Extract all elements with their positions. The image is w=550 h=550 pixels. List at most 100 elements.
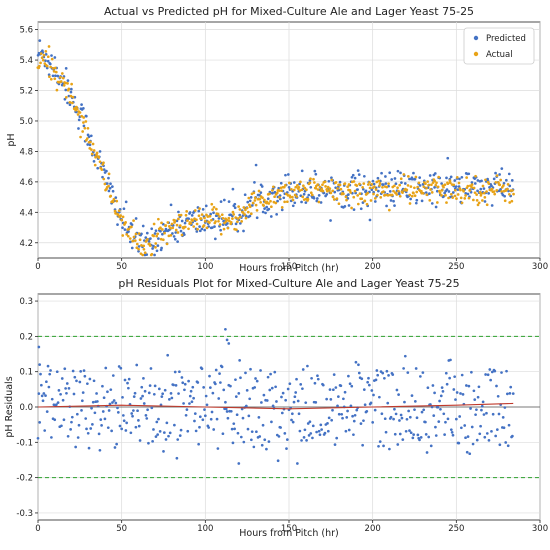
- point-actual: [497, 181, 500, 184]
- point-actual: [343, 182, 347, 185]
- point-residual: [305, 439, 308, 442]
- point-actual: [498, 183, 502, 187]
- point-residual: [135, 363, 139, 367]
- point-residual: [217, 397, 221, 400]
- point-actual: [447, 196, 450, 200]
- point-residual: [91, 422, 94, 426]
- point-actual: [353, 189, 357, 193]
- point-predicted: [350, 175, 354, 179]
- point-actual: [82, 116, 86, 119]
- point-actual: [321, 189, 325, 193]
- point-residual: [252, 445, 256, 449]
- point-actual: [218, 223, 222, 226]
- point-residual: [398, 432, 402, 436]
- actual-vs-predicted-chart: Actual vs Predicted pH for Mixed-Culture…: [6, 5, 548, 274]
- point-actual: [48, 75, 51, 79]
- point-residual: [454, 398, 457, 401]
- point-actual: [459, 188, 462, 192]
- point-actual: [342, 192, 345, 196]
- point-actual: [331, 189, 335, 193]
- point-residual: [132, 395, 136, 398]
- point-actual: [289, 195, 292, 199]
- point-residual: [53, 418, 57, 422]
- point-residual: [285, 438, 289, 441]
- point-predicted: [470, 181, 474, 184]
- point-actual: [378, 184, 381, 187]
- y-tick-label: -0.2: [16, 474, 33, 484]
- point-residual: [375, 369, 379, 372]
- point-residual: [140, 385, 144, 389]
- point-actual: [125, 233, 129, 236]
- point-actual: [186, 219, 189, 222]
- point-residual: [308, 420, 312, 424]
- y-tick-label: 0.1: [19, 368, 33, 378]
- point-residual: [250, 438, 253, 442]
- point-actual: [174, 228, 178, 232]
- point-predicted: [92, 159, 96, 163]
- point-actual: [117, 209, 121, 213]
- point-residual: [86, 382, 89, 386]
- point-actual: [299, 180, 302, 184]
- point-actual: [297, 185, 301, 189]
- y-tick-label: 5.4: [19, 56, 33, 66]
- point-residual: [192, 396, 195, 400]
- point-actual: [192, 225, 196, 228]
- point-actual: [187, 227, 190, 231]
- point-residual: [81, 391, 85, 394]
- point-actual: [448, 179, 452, 183]
- point-actual: [386, 194, 390, 197]
- point-residual: [483, 435, 487, 439]
- point-residual: [210, 410, 214, 414]
- point-predicted: [490, 204, 494, 207]
- point-actual: [265, 200, 269, 204]
- point-residual: [92, 379, 96, 383]
- point-actual: [219, 232, 223, 236]
- point-residual: [244, 371, 247, 375]
- point-residual: [280, 395, 283, 399]
- point-predicted: [277, 186, 281, 190]
- point-actual: [255, 209, 259, 212]
- point-residual: [367, 383, 371, 387]
- point-residual: [85, 427, 88, 431]
- point-residual: [460, 426, 463, 430]
- point-residual: [83, 374, 87, 378]
- point-predicted: [82, 107, 85, 110]
- point-actual: [352, 180, 356, 183]
- point-residual: [44, 394, 47, 397]
- point-predicted: [80, 103, 83, 106]
- point-residual: [42, 392, 46, 395]
- point-actual: [259, 200, 262, 204]
- point-actual: [467, 196, 471, 200]
- point-residual: [56, 401, 60, 404]
- point-actual: [173, 219, 177, 222]
- point-residual: [370, 389, 374, 392]
- point-residual: [122, 419, 126, 423]
- point-actual: [511, 189, 514, 192]
- point-residual: [394, 412, 398, 416]
- point-residual: [66, 434, 70, 438]
- point-residual: [495, 428, 499, 431]
- point-residual: [260, 443, 264, 447]
- point-actual: [393, 184, 396, 188]
- point-actual: [198, 207, 201, 210]
- point-residual: [244, 404, 248, 408]
- point-residual: [221, 432, 225, 436]
- point-residual: [101, 410, 105, 413]
- point-residual: [422, 408, 426, 412]
- point-actual: [189, 221, 193, 225]
- point-residual: [167, 434, 170, 438]
- point-residual: [155, 420, 159, 424]
- point-predicted: [150, 227, 154, 231]
- point-actual: [107, 172, 111, 176]
- point-residual: [285, 447, 288, 450]
- x-tick-label: 300: [532, 524, 548, 534]
- point-predicted: [137, 249, 140, 253]
- point-actual: [392, 189, 395, 193]
- point-residual: [494, 434, 498, 438]
- point-actual: [148, 244, 152, 247]
- point-residual: [207, 426, 211, 429]
- point-actual: [387, 182, 390, 186]
- point-residual: [257, 416, 261, 419]
- point-actual: [313, 181, 316, 184]
- point-actual: [142, 247, 146, 251]
